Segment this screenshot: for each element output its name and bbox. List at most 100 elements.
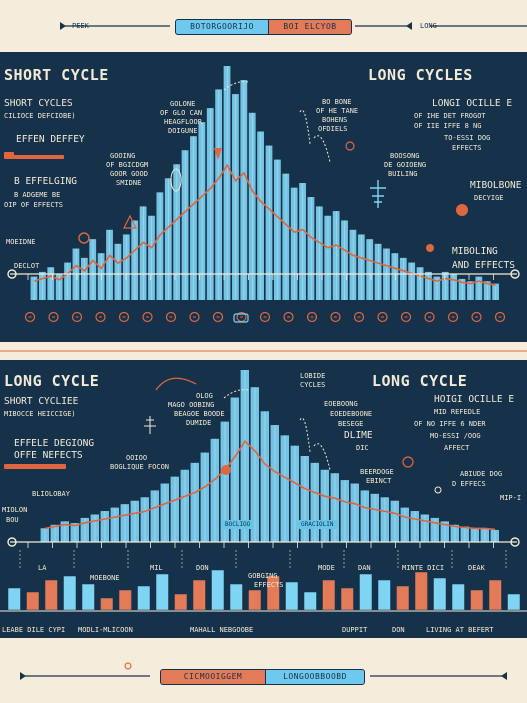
panel2-right-note: MID REFEDLE [434,408,481,416]
long-cycle-panel: LONG CYCLE LONG CYCLE SHORT CYCLIEE MIBO… [0,360,527,638]
category-bar [322,579,336,611]
marker-icon [189,311,200,323]
curved-arrow-icon [223,389,249,399]
panel-separator [0,350,527,352]
marker-icon [71,311,83,323]
trend-line [44,440,496,531]
panel2-right-far: MIP-I [500,494,522,502]
panel2-right-note: OF NO IFFE 6 NDER [414,420,486,428]
pointer-arrow-icon [313,443,331,471]
footer-pill-right: LONGOOBBOOBD [265,669,365,685]
category-label: DEAK [468,564,485,572]
header-left-label: PEEK [72,22,89,30]
axis-end-icon [510,269,520,279]
category-bar [100,597,114,611]
panel1-right-note: OF IHE DET FROGOT [414,112,486,120]
panel2-right-lower: ABIUDE DOG [460,470,503,478]
marker-icon [330,311,341,323]
marker-icon [377,311,388,323]
marker-icon [306,311,318,323]
panel2-center-note: EBINCT [366,477,392,485]
pointer-arrow-icon [313,135,331,163]
panel1-center-note: OFDIELS [318,125,348,133]
axis-start-icon [7,269,17,279]
marker-icon [471,311,482,323]
category-bar [377,579,391,611]
panel2-center-note: OLOG [196,392,213,400]
panel2-left-bottom: BLIOLOBAY [32,490,70,498]
marker-icon [447,311,459,323]
category-bar [433,577,447,611]
category-bar [137,585,151,611]
panel1-title-right: LONG CYCLES [368,66,473,84]
panel1-center-note: DE GOIOENG [384,161,427,169]
category-bar [396,585,410,611]
panel1-left-bottom: MOEIDNE [6,238,36,246]
category-bar [248,589,262,611]
panel2-tag: BOCLIOO [222,520,254,529]
category-label: MODE [318,564,335,572]
category-bar [174,593,188,611]
category-bar [118,589,132,611]
dot-icon [124,662,132,670]
panel1-center-note: BO BONE [322,98,352,106]
panel1-left-note: B ADGEME BE [14,191,61,199]
category-bar [340,587,354,611]
panel2-right-note: AFFECT [444,444,470,452]
panel1-right-lower: MIBOLBONE [470,180,522,191]
category-bar [155,573,169,611]
down-triangle-icon [214,148,222,160]
category-label: LA [38,564,47,572]
category-bar [266,575,280,611]
category-bar [470,589,484,611]
panel1-left-bottom: DECLOT [14,262,40,270]
marker-icon [283,311,294,323]
header-bar: PEEK BOTORGOORIJO BOI ELCYOB LONG [0,0,527,52]
marker-icon [95,311,106,323]
panel2-center-note: LOBIDE [300,372,326,380]
panel2-right-lower: D EFFECS [452,480,486,488]
panel1-center-note: GOOING [110,152,136,160]
panel2-left-bottom: BOU [6,516,19,524]
category-bar [81,583,95,611]
panel2-center-note: BESEGE [338,420,364,428]
panel2-left-note: EFFELE DEGIONG [14,438,95,449]
panel2-left-note: OFFE NEFECTS [14,450,83,461]
header-pill-left: BOTORGOORIJO [175,19,269,35]
marker-icon [494,311,506,323]
panel2-subtitle-2: MIBOCCE HEICCIGE) [4,410,76,418]
category-bar [507,593,521,611]
dot-icon [434,486,442,494]
panel1-right-bottom: AND EFFECTS [452,260,515,271]
panel1-right-note: OF IIE IFFE 8 NG [414,122,482,130]
panel1-center-note: GOOR GOOD [110,170,148,178]
bowl-icon [233,313,249,323]
bottom-label: MAHALL NEBGOOBE [190,626,254,634]
category-bar [63,575,77,611]
marker-icon [353,311,365,323]
category-bar [229,583,243,611]
category-label: MOEBONE [90,574,120,582]
bottom-label: DON [392,626,405,634]
panel1-title-left: SHORT CYCLE [4,66,109,84]
arrow-right-icon [20,672,26,680]
dot-icon [221,465,231,475]
panel1-center-note: SMIDNE [116,179,142,187]
panel2-title-left: LONG CYCLE [4,372,100,390]
marker-icon [118,311,130,323]
dot-icon [402,456,414,468]
header-pill-right: BOI ELCYOB [268,19,352,35]
footer-lines [20,662,507,680]
panel1-right-note: EFFECTS [452,144,482,152]
pointer-arrow-icon [299,109,311,145]
bottom-label: MODLI-MLICOON [78,626,133,634]
sun-icon [456,204,468,216]
panel2-subtitle: SHORT CYCLIEE [4,396,79,407]
category-bar [44,579,58,611]
curved-arrow-icon [223,81,249,91]
marker-icon [165,311,177,323]
axis-end-icon [510,537,520,547]
category-label: MINTE DICI [402,564,445,572]
triangle-icon [123,214,137,229]
long-cycle-chart [0,370,527,612]
